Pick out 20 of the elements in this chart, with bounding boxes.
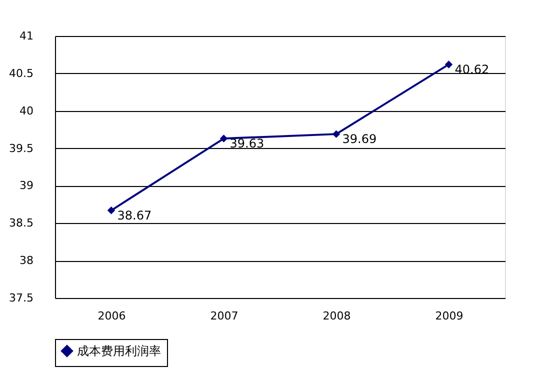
data-label: 39.63	[230, 136, 264, 151]
point	[444, 60, 453, 68]
point	[220, 134, 228, 142]
x-tick-label: 2008	[322, 310, 351, 322]
y-tick-label: 39	[20, 179, 34, 192]
x-tick-label: 2009	[435, 310, 464, 322]
y-tick-label: 40.5	[9, 66, 34, 80]
x-tick-label: 2007	[210, 310, 238, 322]
x-tick-label: 2006	[98, 310, 126, 322]
point	[107, 206, 116, 214]
data-label: 38.67	[117, 208, 152, 222]
y-tick-label: 40	[20, 104, 34, 118]
y-tick-label: 39.5	[9, 142, 34, 155]
data-label: 39.69	[342, 132, 377, 146]
y-tick-label: 38.5	[9, 216, 34, 230]
y-tick-label: 41	[20, 30, 34, 42]
point	[332, 130, 340, 138]
legend-label: 成本费用利润率	[77, 344, 161, 358]
y-tick-label: 37.5	[9, 292, 34, 304]
y-tick-label: 38	[20, 254, 34, 268]
